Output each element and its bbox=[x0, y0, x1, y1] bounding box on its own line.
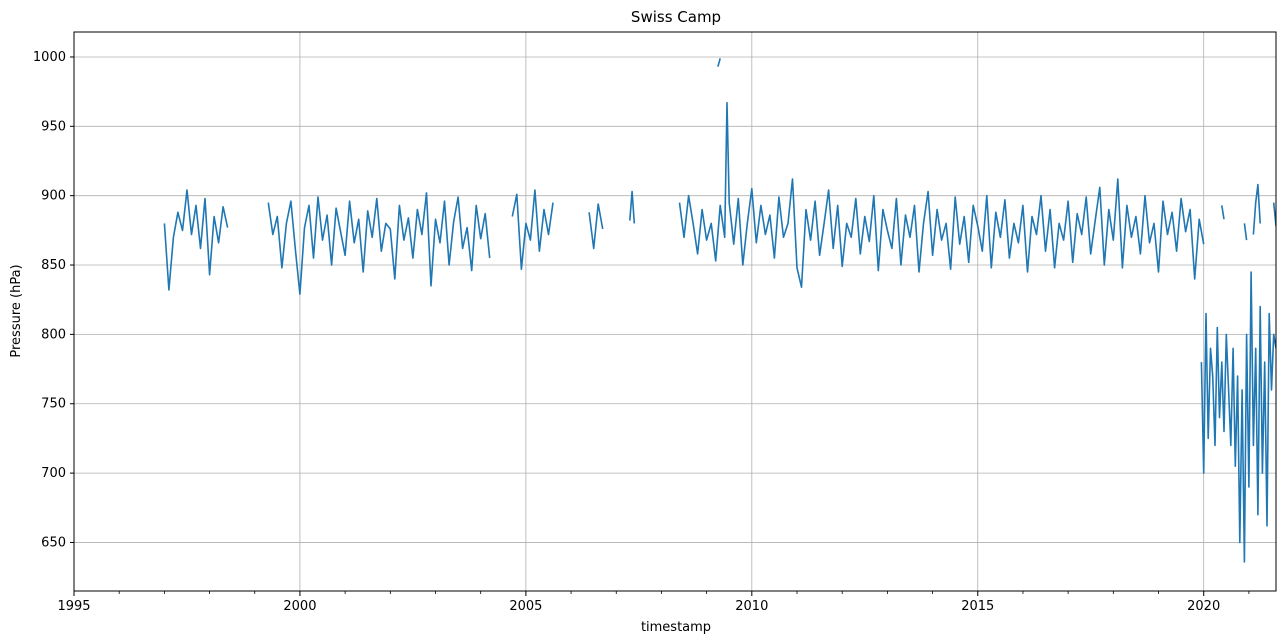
x-tick-label: 2005 bbox=[509, 599, 542, 614]
y-tick-label: 1000 bbox=[33, 50, 66, 65]
y-tick-label: 800 bbox=[41, 327, 66, 342]
series-segment bbox=[163, 189, 229, 291]
series-segment bbox=[1221, 205, 1225, 220]
plot-frame bbox=[73, 31, 1277, 592]
x-tick-label: 2020 bbox=[1187, 599, 1220, 614]
x-tick-label: 2010 bbox=[735, 599, 768, 614]
plot-area bbox=[163, 58, 1276, 563]
series-segment bbox=[678, 101, 1205, 289]
x-tick-label: 2015 bbox=[961, 599, 994, 614]
series-pressure bbox=[163, 58, 1276, 563]
series-segment bbox=[267, 192, 491, 296]
y-tick-label: 850 bbox=[41, 258, 66, 273]
x-tick-label: 1995 bbox=[57, 599, 90, 614]
series-segment bbox=[588, 203, 604, 250]
series-segment bbox=[629, 190, 636, 224]
series-segment bbox=[1200, 271, 1276, 563]
series-segment bbox=[1252, 183, 1261, 235]
y-tick-label: 650 bbox=[41, 535, 66, 550]
x-axis-label: timestamp bbox=[641, 620, 711, 635]
y-tick-label: 700 bbox=[41, 466, 66, 481]
y-axis-label: Pressure (hPa) bbox=[9, 264, 24, 357]
grid bbox=[74, 32, 1276, 591]
y-tick-label: 950 bbox=[41, 119, 66, 134]
series-segment bbox=[1243, 223, 1248, 241]
series-segment bbox=[717, 58, 721, 67]
x-tick-label: 2000 bbox=[283, 599, 316, 614]
axis-ticks: 650 700 750 800 850 900 950 1000 1995 2000 2005 201… bbox=[33, 50, 1250, 614]
y-tick-label: 900 bbox=[41, 189, 66, 204]
y-tick-label: 750 bbox=[41, 397, 66, 412]
series-segment bbox=[511, 189, 554, 271]
chart-title: Swiss Camp bbox=[631, 8, 721, 26]
